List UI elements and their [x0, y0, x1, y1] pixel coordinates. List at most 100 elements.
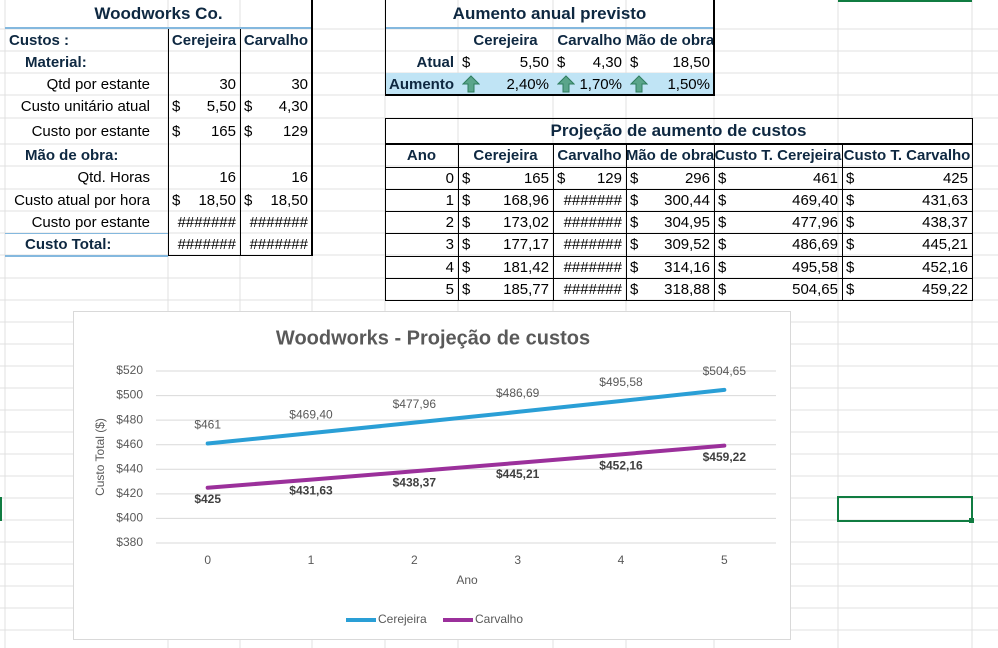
x-tick-label: 5	[721, 553, 728, 567]
cell: 0	[385, 167, 458, 189]
cell: $4,30	[553, 52, 626, 73]
data-label: $461	[194, 418, 221, 432]
x-axis-label: Ano	[456, 573, 478, 587]
border	[385, 167, 973, 168]
cell-value: 129	[596, 169, 622, 187]
cell-text: #######	[249, 235, 308, 253]
border	[5, 233, 168, 234]
cell-text: 1	[445, 191, 454, 209]
cell-value: 165	[210, 122, 236, 140]
cell-value: 318,88	[664, 280, 710, 298]
currency: $	[846, 191, 855, 209]
data-label: $469,40	[289, 407, 333, 421]
cell: $469,40	[714, 189, 842, 211]
data-label: $452,16	[599, 459, 643, 473]
cell-value: 18,50	[198, 191, 236, 209]
cell: $5,50	[458, 52, 553, 73]
cell-text: Custo atual por hora	[14, 191, 150, 209]
cell: Cerejeira	[458, 144, 553, 167]
up-arrow	[557, 75, 575, 93]
border	[385, 118, 973, 119]
cell: Carvalho	[553, 144, 626, 167]
cell-value: 296	[684, 169, 710, 187]
cell-text: Custo T. Cerejeira	[714, 147, 842, 164]
cell-text: #######	[563, 236, 622, 253]
cell-text: Carvalho	[557, 147, 622, 164]
cell-value: 309,52	[664, 236, 710, 253]
cell-value: 18,50	[270, 191, 308, 209]
cell: $445,21	[842, 233, 972, 256]
cell-text: 30	[219, 75, 236, 93]
cell: $486,69	[714, 233, 842, 256]
up-arrow	[462, 75, 480, 93]
currency: $	[462, 54, 471, 71]
currency: $	[462, 169, 471, 187]
currency: $	[557, 169, 566, 187]
cell-text: 1,50%	[667, 75, 710, 93]
table-title: Aumento anual previsto	[452, 4, 647, 23]
border	[626, 143, 627, 301]
cell-value: 4,30	[278, 98, 308, 115]
chart-title: Woodworks - Projeção de custos	[276, 327, 590, 349]
data-label: $504,65	[703, 364, 747, 378]
cell: Carvalho	[553, 29, 626, 52]
y-tick-label: $520	[116, 363, 143, 377]
cell: Custo atual por hora	[5, 189, 168, 211]
cell: 16	[168, 166, 240, 189]
currency: $	[462, 280, 471, 298]
cell-value: 461	[812, 169, 838, 187]
data-label: $425	[194, 492, 221, 506]
currency: $	[462, 258, 471, 276]
cell: Cerejeira	[458, 29, 553, 52]
cell: $129	[553, 167, 626, 189]
border	[385, 118, 386, 301]
cell-text: 3	[445, 236, 454, 253]
data-label: $459,22	[703, 450, 747, 464]
cell-value: 459,22	[922, 280, 968, 298]
currency: $	[172, 98, 181, 115]
cell-text: Qtd. Horas	[77, 169, 150, 186]
cell-text: 2,40%	[506, 75, 549, 93]
chart-box[interactable]: Woodworks - Projeção de custos Custo Tot…	[73, 311, 791, 640]
cell-text: Custo por estante	[31, 213, 150, 231]
cell: #######	[553, 256, 626, 278]
cell-text: Mão de obra:	[25, 146, 119, 164]
cell-value: 304,95	[664, 213, 710, 231]
legend-label: Carvalho	[475, 612, 523, 626]
cell-text: Material:	[25, 53, 87, 71]
cell: Custo unitário atual	[5, 95, 168, 118]
data-label: $486,69	[496, 386, 540, 400]
cell: Custo por estante	[5, 211, 168, 233]
cell: $438,37	[842, 211, 972, 233]
cell-value: 300,44	[664, 191, 710, 209]
x-tick-label: 4	[618, 553, 625, 567]
currency: $	[718, 280, 727, 298]
border	[240, 29, 241, 255]
x-tick-label: 2	[411, 553, 418, 567]
cell-text: Mão de obra	[626, 32, 714, 49]
cell: #######	[553, 189, 626, 211]
cell-text: #######	[563, 258, 622, 276]
cell: #######	[553, 211, 626, 233]
cell: 1	[385, 189, 458, 211]
cell-text: 16	[219, 169, 236, 186]
cell: $165	[168, 118, 240, 144]
cell-text: 2	[445, 213, 454, 231]
currency: $	[630, 213, 639, 231]
cell: $314,16	[626, 256, 714, 278]
currency: $	[462, 236, 471, 253]
cell: $168,96	[458, 189, 553, 211]
border	[385, 27, 714, 29]
border	[385, 256, 973, 257]
cell: $459,22	[842, 278, 972, 300]
cell: $129	[240, 118, 312, 144]
y-tick-label: $380	[116, 535, 143, 549]
cell-value: 486,69	[792, 236, 838, 253]
cell-text: Custo Total:	[25, 235, 112, 253]
cell: 16	[240, 166, 312, 189]
cell-text: 5	[445, 280, 454, 298]
border	[385, 143, 973, 144]
x-tick-label: 0	[204, 553, 211, 567]
up-arrow	[630, 75, 648, 93]
cell-text: 4	[445, 258, 454, 276]
